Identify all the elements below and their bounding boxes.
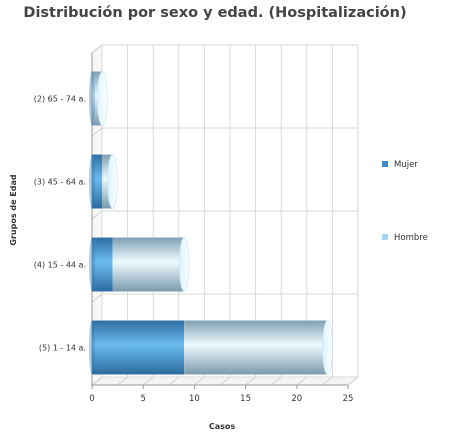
bar-mujer: [92, 154, 103, 209]
chart-title: Distribución por sexo y edad. (Hospitali…: [23, 5, 407, 21]
y-tick-label: (5) 1 - 14 a.: [39, 344, 86, 353]
legend-label-mujer: Mujer: [394, 160, 418, 170]
gridline-side: [91, 44, 103, 54]
gridline-side: [91, 210, 103, 220]
bar-mujer: [92, 237, 113, 292]
x-tick-label: 25: [343, 394, 354, 404]
gridline-floor: [245, 376, 256, 386]
bar-end-cap: [178, 237, 190, 292]
gridline-floor: [270, 376, 282, 386]
gridline-floor: [142, 376, 154, 386]
bar-start-cap: [89, 71, 95, 126]
tick-labels: 0 5 10 15 20 25 (2) 65 - 74 a. (3) 45 - 64 a. (4…: [9, 95, 353, 432]
legend-swatch-hombre: [382, 234, 388, 240]
legend-label-hombre: Hombre: [394, 233, 428, 243]
gridline-floor: [194, 376, 205, 386]
bar-hombre: [184, 320, 328, 375]
bar-mujer: [92, 320, 185, 375]
x-tick-label: 20: [291, 394, 302, 404]
gridline-side: [91, 127, 103, 137]
bar-end-cap: [107, 154, 118, 209]
x-tick-label: 10: [189, 394, 200, 404]
gridline-side: [91, 376, 103, 386]
gridline-floor: [322, 376, 333, 386]
bar-start-cap: [89, 320, 95, 375]
gridline-floor: [347, 376, 359, 386]
gridline-floor: [219, 376, 231, 386]
bar-start-cap: [89, 154, 95, 209]
bar-end-cap: [96, 71, 108, 126]
legend: Mujer Hombre: [382, 160, 428, 243]
legend-swatch-mujer: [382, 161, 388, 167]
gridline-floor: [296, 376, 308, 386]
gridline-side: [91, 293, 103, 303]
x-tick-label: 0: [89, 394, 94, 404]
y-tick-label: (4) 15 - 44 a.: [34, 261, 86, 270]
x-tick-label: 5: [140, 394, 145, 404]
x-axis-title: Casos: [209, 422, 236, 431]
bar-start-cap: [89, 237, 95, 292]
y-tick-label: (3) 45 - 64 a.: [34, 178, 86, 187]
gridline-floor: [168, 376, 180, 386]
bars: [89, 71, 333, 375]
bar-hombre: [112, 237, 185, 292]
x-tick-label: 15: [240, 394, 251, 404]
bar-end-cap: [322, 320, 333, 375]
gridline-floor: [117, 376, 128, 386]
y-axis-title: Grupos de Edad: [9, 174, 18, 246]
y-tick-label: (2) 65 - 74 a.: [34, 95, 86, 104]
